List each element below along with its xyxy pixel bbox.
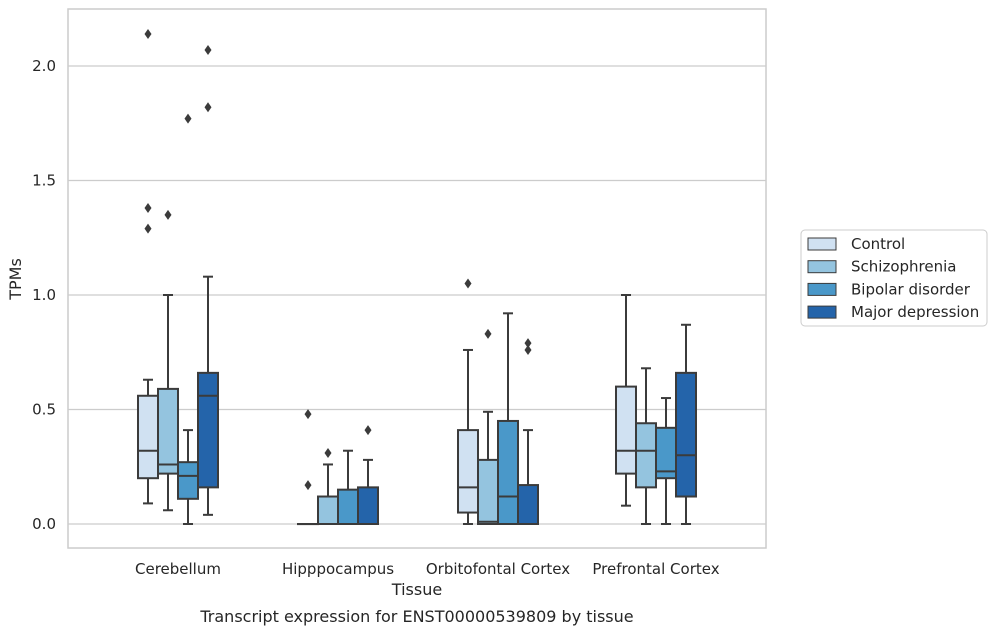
legend-swatch — [807, 237, 837, 251]
box-control — [297, 409, 319, 526]
y-axis-label: TPMs — [6, 258, 25, 301]
box-iqr — [337, 488, 359, 525]
box-schizophrenia — [477, 328, 499, 526]
box-iqr — [197, 371, 219, 489]
box-iqr — [497, 419, 519, 526]
legend: Control Schizophrenia Bipolar disorder Majo… — [800, 229, 988, 327]
box-bipolar-disorder — [337, 449, 359, 525]
box-control — [615, 294, 637, 507]
box-major-depression — [675, 323, 697, 525]
legend-swatch — [807, 282, 837, 296]
box-bipolar-disorder — [497, 312, 519, 526]
box-iqr — [317, 495, 339, 525]
outlier-point — [364, 425, 372, 436]
x-tick-label: Orbitofontal Cortex — [426, 560, 570, 578]
box-bipolar-disorder — [655, 397, 677, 525]
outlier-point — [184, 113, 192, 124]
outlier-point — [324, 448, 332, 459]
box-iqr — [477, 458, 499, 526]
box-iqr — [675, 371, 697, 498]
outlier-point — [304, 409, 312, 420]
legend-frame — [800, 229, 988, 327]
box-major-depression — [197, 44, 219, 516]
box-iqr — [137, 394, 159, 480]
legend-label: Bipolar disorder — [851, 280, 971, 298]
plot-frame — [67, 8, 767, 549]
legend-label: Control — [851, 235, 905, 253]
box-schizophrenia — [317, 448, 339, 525]
outlier-point — [304, 480, 312, 491]
outlier-point — [144, 28, 152, 39]
chart-caption: Transcript expression for ENST0000053980… — [199, 607, 633, 626]
box-iqr — [517, 484, 539, 526]
x-tick-label: Prefrontal Cortex — [592, 560, 719, 578]
legend-swatch — [807, 260, 837, 274]
x-tick-label: Cerebellum — [135, 560, 221, 578]
box-control — [137, 28, 159, 505]
outlier-point — [484, 328, 492, 339]
outlier-point — [524, 338, 532, 349]
x-tick-labels: Cerebellum Hipppocampus Orbitofontal Corte… — [135, 560, 720, 578]
y-tick-labels: 0.0 0.5 1.0 1.5 2.0 — [32, 57, 56, 533]
box-iqr — [357, 486, 379, 525]
outlier-point — [204, 102, 212, 113]
box-iqr — [177, 461, 199, 500]
box-iqr — [635, 422, 657, 489]
box-iqr — [615, 385, 637, 475]
y-tick-label: 1.5 — [32, 172, 56, 190]
outlier-point — [204, 44, 212, 55]
box-major-depression — [357, 425, 379, 525]
y-tick-label: 2.0 — [32, 57, 56, 75]
y-tick-label: 0.0 — [32, 515, 56, 533]
box-control — [457, 278, 479, 525]
outlier-point — [144, 223, 152, 234]
x-axis-label: Tissue — [391, 580, 442, 599]
box-iqr — [457, 429, 479, 514]
box-iqr — [157, 387, 179, 475]
legend-label: Schizophrenia — [851, 258, 956, 276]
x-tick-label: Hipppocampus — [282, 560, 394, 578]
box-bipolar-disorder — [177, 113, 199, 525]
outlier-point — [524, 344, 532, 355]
box-major-depression — [517, 338, 539, 526]
legend-label: Major depression — [851, 303, 979, 321]
box-schizophrenia — [157, 209, 179, 512]
legend-swatch — [807, 305, 837, 319]
outlier-point — [164, 209, 172, 220]
outlier-point — [464, 278, 472, 289]
outlier-point — [144, 202, 152, 213]
box-groups — [137, 28, 697, 526]
y-tick-label: 0.5 — [32, 401, 56, 419]
box-schizophrenia — [635, 367, 657, 525]
y-tick-label: 1.0 — [32, 286, 56, 304]
